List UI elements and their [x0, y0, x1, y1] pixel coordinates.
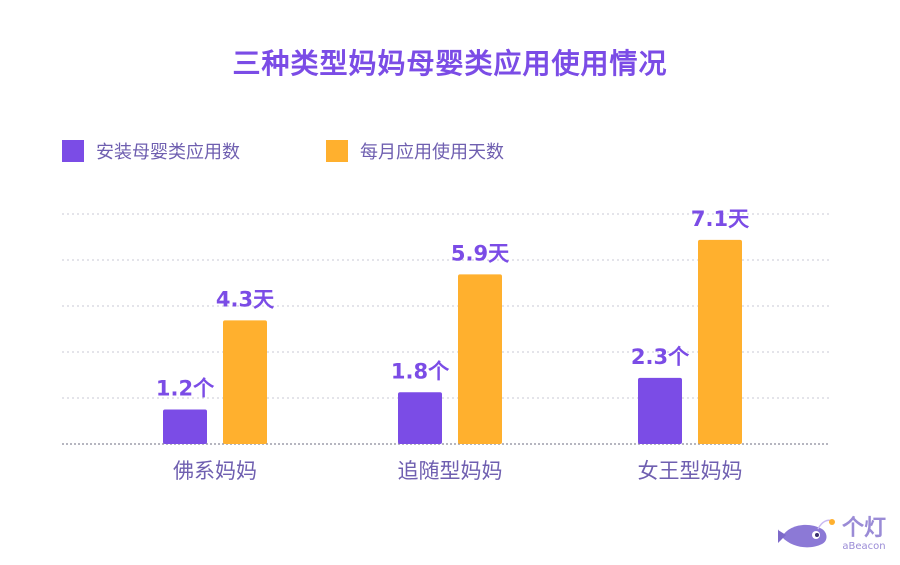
data-label: 7.1天 [691, 207, 750, 231]
chart-legend: 安装母婴类应用数 每月应用使用天数 [62, 138, 590, 164]
legend-swatch-installs [62, 140, 84, 162]
data-label: 5.9天 [451, 241, 510, 265]
legend-swatch-days [326, 140, 348, 162]
data-label: 1.8个 [391, 359, 450, 383]
legend-item-days: 每月应用使用天数 [326, 138, 504, 164]
data-label: 2.3个 [631, 345, 690, 369]
category-label: 佛系妈妈 [173, 459, 257, 483]
bar-installs [638, 377, 682, 444]
bar-days [223, 320, 267, 444]
category-label: 追随型妈妈 [398, 459, 503, 483]
brand-logo: 个灯 aBeacon [777, 513, 886, 553]
bar-installs [398, 392, 442, 444]
data-label: 4.3天 [216, 287, 275, 311]
chart-title: 三种类型妈妈母婴类应用使用情况 [232, 47, 668, 80]
legend-label-days: 每月应用使用天数 [360, 142, 504, 163]
legend-label-installs: 安装母婴类应用数 [96, 142, 240, 163]
bar-days [458, 274, 502, 444]
category-label: 女王型妈妈 [638, 459, 743, 483]
brand-name-cn: 个灯 [841, 516, 886, 541]
bar-installs [163, 409, 207, 444]
data-label: 1.2个 [156, 377, 215, 401]
brand-name-en: aBeacon [842, 541, 886, 552]
bar-days [698, 239, 742, 444]
fish-mascot-icon [777, 519, 835, 548]
legend-item-installs: 安装母婴类应用数 [62, 138, 240, 164]
